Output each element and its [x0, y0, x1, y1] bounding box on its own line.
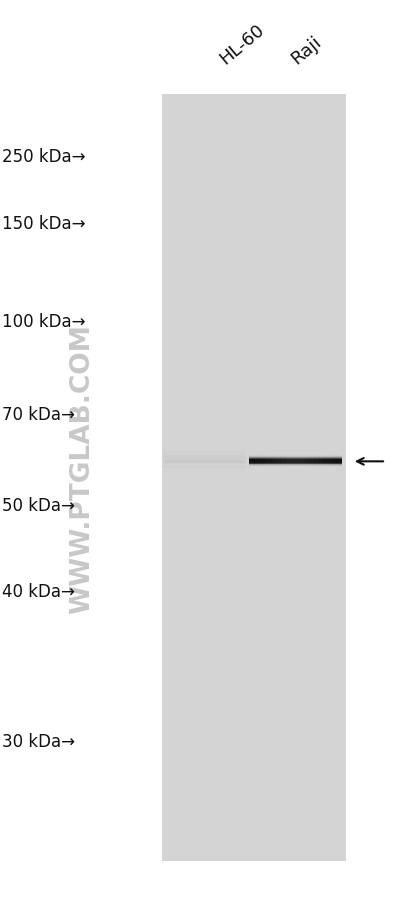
Bar: [249, 462, 342, 463]
Bar: [249, 466, 342, 468]
Bar: [305, 456, 309, 468]
Bar: [163, 452, 246, 454]
Bar: [249, 466, 342, 467]
Text: 30 kDa→: 30 kDa→: [2, 732, 75, 750]
Bar: [249, 465, 342, 466]
Bar: [249, 465, 342, 467]
Bar: [328, 456, 333, 468]
Bar: [249, 466, 342, 467]
Bar: [249, 456, 342, 457]
Bar: [282, 456, 286, 468]
Bar: [249, 456, 254, 468]
Bar: [163, 465, 246, 467]
Bar: [295, 456, 300, 468]
Bar: [163, 455, 246, 456]
Bar: [249, 464, 342, 465]
Bar: [314, 456, 319, 468]
Bar: [263, 456, 268, 468]
Bar: [337, 456, 342, 468]
Text: WWW.PTGLAB.COM: WWW.PTGLAB.COM: [69, 324, 95, 614]
Bar: [333, 456, 337, 468]
Bar: [272, 456, 277, 468]
Bar: [249, 455, 342, 456]
Bar: [286, 456, 291, 468]
Bar: [163, 471, 246, 473]
Bar: [254, 456, 258, 468]
Text: 50 kDa→: 50 kDa→: [2, 496, 75, 514]
Bar: [249, 456, 342, 458]
Bar: [249, 465, 342, 466]
Text: 250 kDa→: 250 kDa→: [2, 148, 86, 166]
Bar: [291, 456, 295, 468]
Text: Raji: Raji: [288, 32, 325, 68]
Bar: [249, 460, 342, 461]
Bar: [249, 464, 342, 465]
Bar: [249, 462, 342, 463]
Text: HL-60: HL-60: [216, 21, 268, 68]
Bar: [249, 457, 342, 458]
Bar: [249, 457, 342, 458]
Bar: [249, 460, 342, 462]
Bar: [249, 459, 342, 460]
Text: 100 kDa→: 100 kDa→: [2, 313, 86, 331]
Bar: [249, 456, 342, 457]
Bar: [249, 457, 342, 459]
Bar: [268, 456, 272, 468]
Bar: [249, 458, 342, 459]
Bar: [249, 461, 342, 463]
Bar: [249, 464, 342, 465]
Bar: [277, 456, 282, 468]
Bar: [163, 460, 246, 462]
Text: 40 kDa→: 40 kDa→: [2, 583, 75, 601]
Bar: [249, 460, 342, 461]
Bar: [163, 463, 246, 465]
Bar: [249, 463, 342, 464]
Bar: [249, 462, 342, 464]
Bar: [163, 457, 246, 459]
Bar: [323, 456, 328, 468]
Bar: [162, 95, 346, 861]
Bar: [249, 461, 342, 462]
Bar: [249, 463, 342, 465]
Bar: [258, 456, 263, 468]
Bar: [319, 456, 323, 468]
Bar: [249, 459, 342, 461]
Bar: [300, 456, 305, 468]
Bar: [249, 456, 342, 457]
Bar: [249, 463, 342, 464]
Bar: [309, 456, 314, 468]
Bar: [249, 461, 342, 462]
Bar: [249, 458, 342, 460]
Bar: [249, 459, 342, 460]
Bar: [249, 465, 342, 466]
Bar: [249, 467, 342, 468]
Text: 150 kDa→: 150 kDa→: [2, 215, 86, 233]
Bar: [163, 468, 246, 470]
Bar: [249, 455, 342, 456]
Text: 70 kDa→: 70 kDa→: [2, 406, 75, 424]
